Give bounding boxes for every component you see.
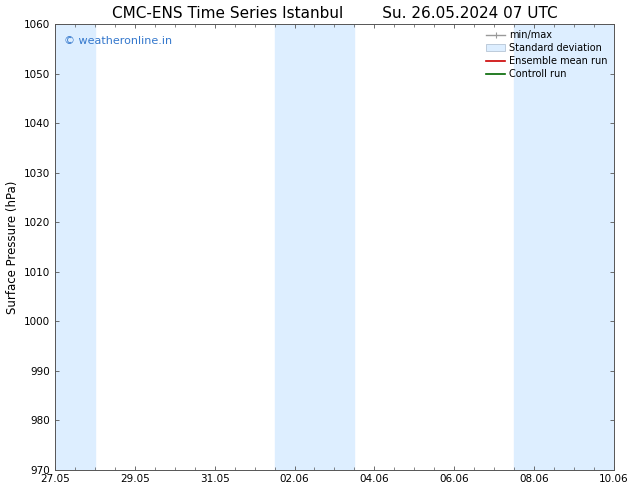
Bar (514, 24, 618, 469)
Bar (275, 24, 354, 469)
Text: © weatheronline.in: © weatheronline.in (63, 36, 172, 46)
Title: CMC-ENS Time Series Istanbul        Su. 26.05.2024 07 UTC: CMC-ENS Time Series Istanbul Su. 26.05.2… (112, 5, 557, 21)
Legend: min/max, Standard deviation, Ensemble mean run, Controll run: min/max, Standard deviation, Ensemble me… (483, 27, 611, 82)
Bar (51, 24, 95, 469)
Y-axis label: Surface Pressure (hPa): Surface Pressure (hPa) (6, 180, 18, 314)
